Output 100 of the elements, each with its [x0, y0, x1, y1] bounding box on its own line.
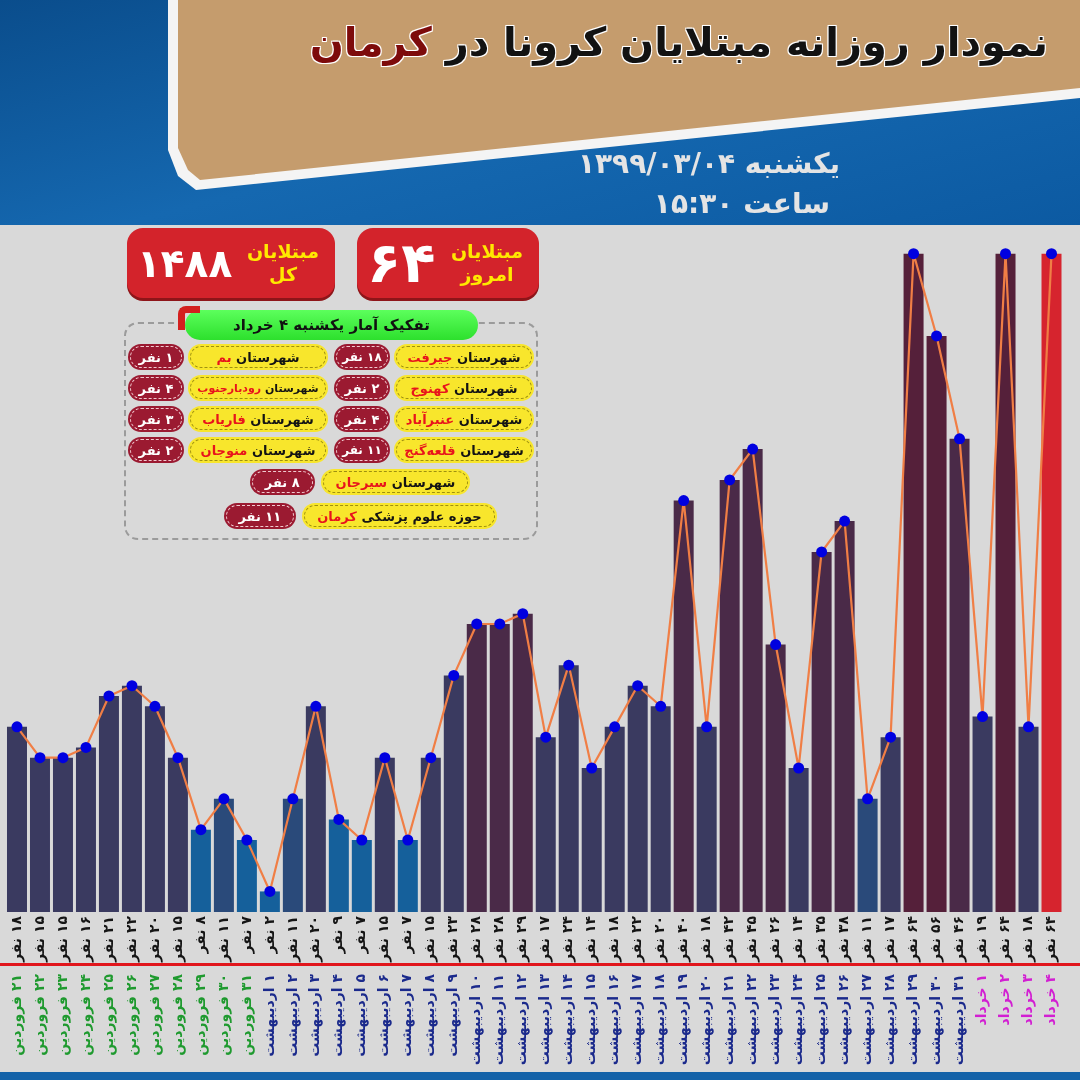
data-label: ۲۰ نفر — [651, 916, 669, 964]
point — [563, 659, 575, 671]
chart-title: نمودار روزانه مبتلایان کرونا در کرمان — [309, 19, 1048, 65]
x-tick-label: ۲ خرداد — [996, 973, 1014, 1026]
point — [1000, 248, 1012, 260]
point — [747, 443, 759, 455]
annotation: حوزه علوم پزشکی کرمان — [317, 508, 482, 524]
annotation: ۴ نفر — [344, 411, 380, 427]
point — [724, 474, 736, 486]
annotation: ۶۴ — [367, 230, 436, 295]
data-label: ۱۷ نفر — [536, 915, 554, 964]
point — [448, 669, 460, 681]
bar — [857, 798, 878, 912]
data-label: ۲۹ نفر — [513, 915, 531, 964]
annotation: ۳ نفر — [138, 411, 174, 427]
point — [540, 731, 552, 743]
data-label: ۴۵ نفر — [743, 915, 761, 964]
point — [172, 752, 184, 764]
annotation: ۱ نفر — [138, 349, 174, 365]
annotation: ۲ نفر — [138, 442, 174, 458]
x-tick-label: ۱۶ اردیبهشت — [605, 974, 623, 1066]
x-tick-label: ۲۷ اردیبهشت — [858, 973, 876, 1066]
point — [11, 721, 23, 733]
bar — [811, 551, 832, 912]
x-tick-label: ۱۲ اردیبهشت — [513, 973, 531, 1066]
bar — [98, 695, 119, 912]
point — [103, 690, 115, 702]
point — [425, 752, 437, 764]
x-tick-label: ۶ اردیبهشت — [375, 974, 393, 1057]
point — [816, 546, 828, 558]
x-tick-label: ۳ اردیبهشت — [306, 973, 324, 1057]
tag-pill: ۱۸ نفر — [334, 344, 390, 370]
annotation: شهرستان جیرفت — [407, 349, 521, 365]
bar — [673, 500, 694, 912]
tag-pill: ۱ نفر — [128, 344, 184, 370]
annotation: ۴ نفر — [138, 380, 174, 396]
x-tick-label: ۲۹ فروردین — [191, 973, 209, 1056]
point — [241, 834, 253, 846]
x-tick-label: ۲۲ فروردین — [30, 973, 48, 1056]
point — [908, 248, 920, 260]
tag-pill: ۴ نفر — [334, 406, 390, 432]
data-label: ۲۲ نفر — [122, 915, 140, 964]
point — [356, 834, 368, 846]
data-label: ۱۸ نفر — [7, 915, 25, 964]
x-tick-label: ۱۱ اردیبهشت — [490, 974, 508, 1066]
bar — [328, 819, 349, 912]
x-tick-label: ۲۸ فروردین — [168, 973, 186, 1056]
data-label: ۲۰ نفر — [306, 916, 324, 964]
x-tick-label: ۱۰ اردیبهشت — [467, 974, 485, 1066]
x-tick-label: ۲۹ اردیبهشت — [904, 973, 922, 1066]
bar — [6, 726, 27, 912]
data-label: ۱۵ نفر — [168, 915, 186, 964]
bar — [282, 798, 303, 912]
heading-pill: تفکیک آمار یکشنبه ۴ خرداد — [185, 310, 478, 340]
tag-pill: ۳ نفر — [128, 406, 184, 432]
data-label: ۶۴ نفر — [904, 915, 922, 964]
data-label: ۲۸ نفر — [490, 915, 508, 964]
point — [1023, 721, 1035, 733]
point — [333, 813, 345, 825]
x-tick-label: ۹ اردیبهشت — [444, 973, 462, 1057]
point — [34, 752, 46, 764]
bar — [29, 757, 50, 912]
point — [310, 700, 322, 712]
x-tick-label: ۳۰ فروردین — [214, 974, 232, 1056]
point — [839, 515, 851, 527]
bar — [834, 521, 855, 912]
text: ساعت ۱۵:۳۰ — [653, 186, 830, 221]
bar — [351, 840, 372, 912]
point — [402, 834, 414, 846]
point — [379, 752, 391, 764]
x-tick-label: ۴ اردیبهشت — [329, 973, 347, 1057]
data-label: ۱۴ نفر — [789, 915, 807, 964]
annotation: مبتلایان کل — [245, 240, 321, 286]
annotation: شهرستان منوجان — [200, 442, 316, 458]
data-label: ۷ نفر — [398, 915, 416, 955]
x-tick-label: ۲۱ فروردین — [7, 974, 25, 1056]
point — [471, 618, 483, 630]
annotation: ۱۸ نفر — [342, 350, 382, 364]
x-tick-label: ۲۱ اردیبهشت — [720, 974, 738, 1066]
tag-pill: ۱۱ نفر — [334, 437, 390, 463]
bar — [742, 449, 763, 912]
annotation: ۱۴۸۸ — [137, 240, 233, 286]
bar — [75, 747, 96, 912]
tag-pill: ۴ نفر — [128, 375, 184, 401]
point — [80, 741, 92, 753]
data-label: ۴۶ نفر — [950, 916, 968, 964]
point — [264, 885, 276, 897]
point — [126, 680, 138, 692]
bar — [696, 726, 717, 912]
bar — [489, 623, 510, 912]
point — [609, 721, 621, 733]
data-label: ۱۸ نفر — [697, 915, 715, 964]
bar — [880, 737, 901, 912]
annotation: مبتلایان امروز — [449, 240, 525, 286]
bar — [121, 685, 142, 912]
x-tick-label: ۲ اردیبهشت — [283, 973, 301, 1057]
data-label: ۱۵ نفر — [375, 915, 393, 964]
data-label: ۷ نفر — [237, 915, 255, 955]
x-tick-label: ۲۷ فروردین — [145, 973, 163, 1056]
point — [770, 639, 782, 651]
